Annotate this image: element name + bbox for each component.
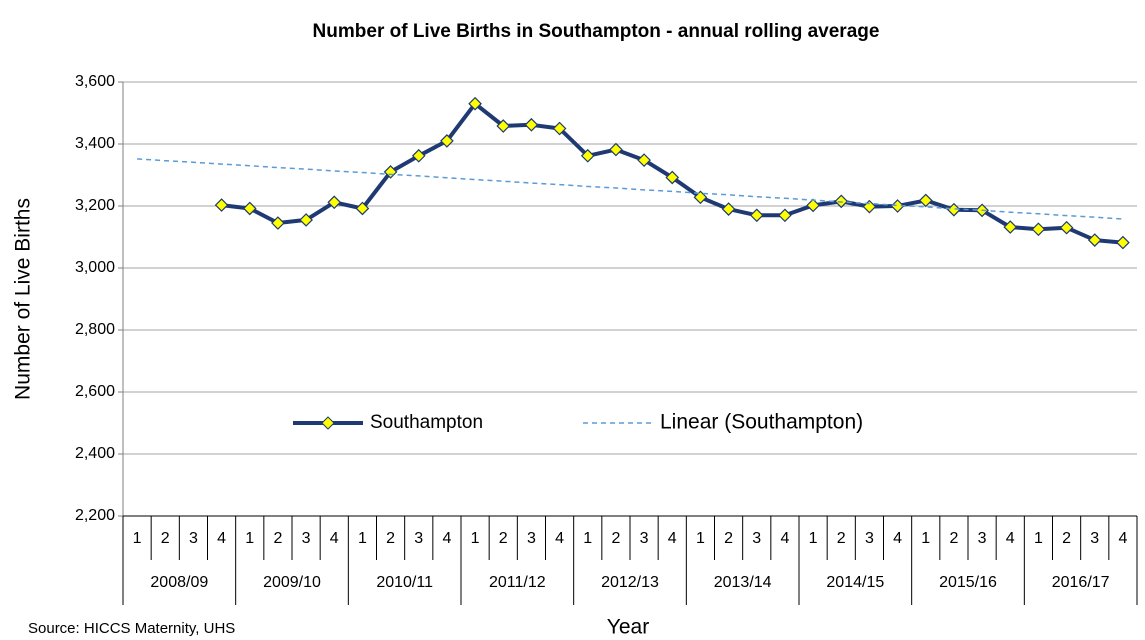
x-tick-label: 1: [696, 530, 705, 547]
x-tick-label: 1: [471, 530, 480, 547]
x-group-label: 2013/14: [714, 574, 772, 591]
marker: [862, 199, 877, 214]
x-tick-label: 4: [1118, 530, 1127, 547]
marker: [1059, 220, 1074, 235]
marker: [609, 142, 623, 157]
x-group-label: 2014/15: [826, 574, 884, 591]
marker: [806, 198, 820, 213]
marker: [721, 202, 736, 216]
x-tick-label: 3: [1090, 530, 1099, 547]
x-tick-label: 3: [865, 530, 874, 547]
marker: [665, 170, 680, 185]
x-tick-label: 2: [724, 530, 733, 547]
marker: [1116, 235, 1130, 250]
marker: [271, 216, 285, 230]
legend-marker: [321, 416, 335, 430]
y-axis-label: Number of Live Births: [12, 198, 35, 400]
x-group-label: 2016/17: [1052, 574, 1110, 591]
x-tick-label: 2: [1062, 530, 1071, 547]
x-tick-label: 3: [527, 530, 536, 547]
x-tick-label: 4: [893, 530, 902, 547]
y-tick-label: 2,400: [75, 445, 115, 462]
marker: [890, 199, 905, 213]
x-axis-label: Year: [607, 616, 649, 639]
x-group-label: 2011/12: [489, 574, 546, 591]
y-tick-label: 3,200: [75, 197, 115, 214]
marker: [242, 201, 257, 216]
marker: [918, 193, 933, 208]
x-group-label: 2015/16: [939, 574, 997, 591]
x-tick-label: 3: [414, 530, 423, 547]
x-tick-label: 4: [217, 530, 226, 547]
x-tick-label: 1: [133, 530, 142, 547]
x-group-label: 2009/10: [263, 574, 321, 591]
x-tick-label: 1: [809, 530, 818, 547]
marker: [440, 134, 454, 148]
marker: [496, 119, 511, 133]
x-tick-label: 3: [752, 530, 761, 547]
legend-label: Linear (Southampton): [660, 411, 863, 434]
x-tick-label: 3: [302, 530, 311, 547]
x-tick-label: 1: [583, 530, 592, 547]
x-tick-label: 4: [442, 530, 451, 547]
marker: [355, 201, 370, 216]
marker: [214, 198, 229, 212]
y-tick-label: 3,600: [75, 73, 115, 90]
marker: [1031, 222, 1046, 237]
x-tick-label: 1: [358, 530, 367, 547]
marker: [411, 148, 426, 163]
x-tick-label: 4: [780, 530, 789, 547]
marker: [552, 121, 567, 136]
legend-label: Southampton: [370, 412, 483, 433]
y-tick-label: 2,200: [75, 507, 115, 524]
x-tick-label: 4: [1006, 530, 1015, 547]
marker: [778, 208, 792, 223]
x-tick-label: 2: [611, 530, 620, 547]
x-tick-label: 2: [161, 530, 170, 547]
marker: [637, 153, 651, 167]
x-tick-label: 2: [386, 530, 395, 547]
x-tick-label: 2: [837, 530, 846, 547]
marker: [299, 213, 313, 227]
marker: [327, 195, 342, 210]
chart-title: Number of Live Births in Southampton - a…: [313, 21, 880, 42]
x-tick-label: 4: [555, 530, 564, 547]
x-tick-label: 1: [921, 530, 930, 547]
x-tick-label: 2: [499, 530, 508, 547]
marker: [580, 148, 595, 163]
marker: [524, 117, 539, 132]
marker: [693, 190, 708, 205]
marker: [1003, 220, 1018, 234]
y-tick-label: 2,600: [75, 383, 115, 400]
x-tick-label: 3: [640, 530, 649, 547]
x-group-label: 2012/13: [601, 574, 659, 591]
x-tick-label: 3: [189, 530, 198, 547]
marker: [749, 208, 764, 223]
y-tick-label: 2,800: [75, 321, 115, 338]
x-tick-label: 4: [668, 530, 677, 547]
x-tick-label: 1: [245, 530, 254, 547]
y-tick-label: 3,000: [75, 259, 115, 276]
source-note: Source: HICCS Maternity, UHS: [28, 620, 235, 637]
marker: [1087, 233, 1102, 247]
marker: [468, 96, 482, 111]
x-tick-label: 2: [949, 530, 958, 547]
x-tick-label: 1: [1034, 530, 1043, 547]
x-tick-label: 3: [978, 530, 987, 547]
x-tick-label: 4: [330, 530, 339, 547]
x-group-label: 2008/09: [150, 574, 208, 591]
y-tick-label: 3,400: [75, 135, 115, 152]
trend-line: [137, 158, 1123, 220]
x-tick-label: 2: [273, 530, 282, 547]
x-group-label: 2010/11: [376, 574, 433, 591]
marker: [947, 202, 961, 217]
